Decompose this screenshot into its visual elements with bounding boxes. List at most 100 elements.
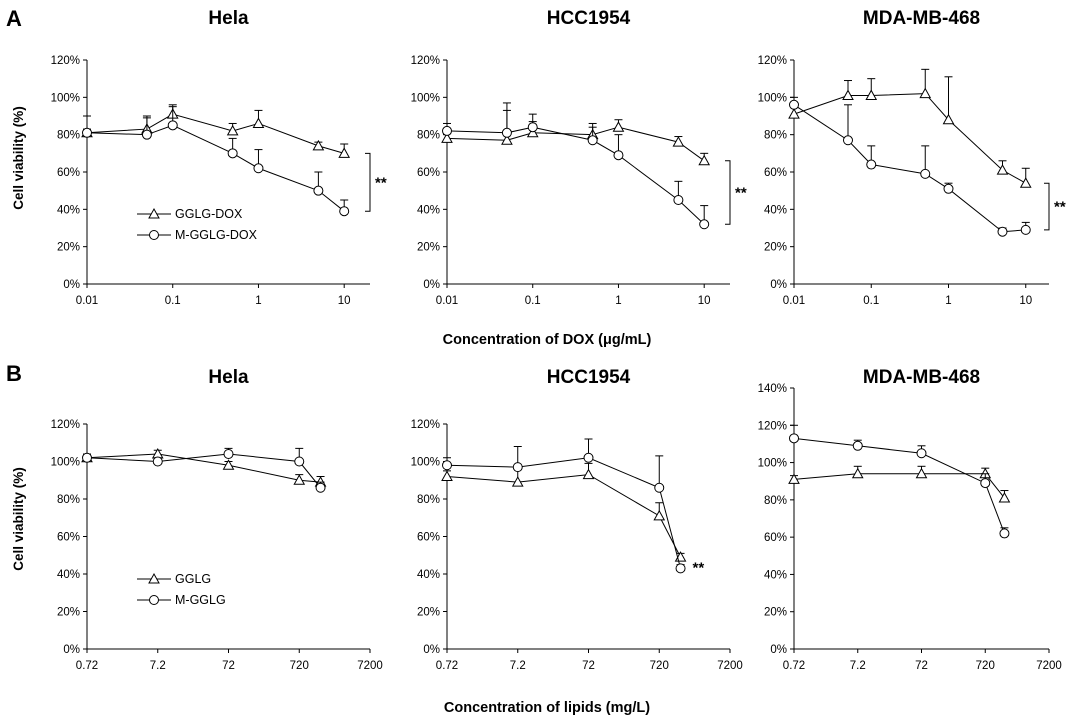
chart-b-mda-mb-468-gglg-point xyxy=(998,491,1011,503)
chart-b-hela-x-tick-label: 720 xyxy=(290,660,309,672)
chart-a-hela-y-tick-label: 20% xyxy=(57,242,80,254)
chart-b-hcc1954-x-tick-label: 7200 xyxy=(717,660,743,672)
chart-b-mda-mb-468-m-gglg-point xyxy=(916,448,927,459)
chart-a-mda-mb-468-significance-label: ** xyxy=(1054,199,1066,216)
chart-a-hcc1954-x-tick-label: 0.1 xyxy=(525,295,541,307)
chart-a-hcc1954-gglg-dox-point xyxy=(441,132,453,143)
legend-label-m-gglg-dox: M-GGLG-DOX xyxy=(175,228,258,242)
chart-a-hela-significance-bracket xyxy=(365,152,371,212)
chart-b-hela-x-tick-label: 0.72 xyxy=(76,660,98,672)
chart-a-mda-mb-468-y-tick-label: 40% xyxy=(764,204,787,216)
chart-a-hela-x-tick-label: 0.01 xyxy=(76,295,98,307)
chart-a-hcc1954-significance-label: ** xyxy=(735,185,747,202)
chart-a-hela-m-gglg-dox-point xyxy=(227,148,238,159)
chart-b-hcc1954-gglg-point xyxy=(511,476,524,487)
chart-b-hela-gglg-point xyxy=(293,474,306,485)
chart-a-hcc1954-m-gglg-dox-point xyxy=(442,125,452,136)
chart-a-mda-mb-468-y-tick-label: 60% xyxy=(764,167,787,179)
chart-a-mda-mb-468-gglg-dox-point xyxy=(842,89,854,100)
chart-a-mda-mb-468-y-tick-label: 100% xyxy=(758,92,787,104)
chart-b-mda-mb-468-y-tick-label: 120% xyxy=(758,420,787,432)
chart-a-hcc1954-m-gglg-dox-line xyxy=(446,126,705,225)
chart-a-hela-y-tick-label: 80% xyxy=(57,130,80,142)
chart-a-mda-mb-468-m-gglg-dox-point xyxy=(842,135,853,146)
chart-b-mda-mb-468-gglg-point xyxy=(788,473,800,484)
chart-a-hela-m-gglg-dox-point xyxy=(141,129,152,140)
chart-a-mda-mb-468-gglg-dox-point xyxy=(919,87,932,99)
chart-b-hela-m-gglg-point xyxy=(82,452,92,463)
chart-b-hcc1954-m-gglg-point xyxy=(512,462,523,473)
chart-b-hcc1954-x-tick-label: 72 xyxy=(582,660,595,672)
chart-a-hcc1954-m-gglg-dox-point xyxy=(501,127,512,138)
legend-label-gglg-dox: GGLG-DOX xyxy=(175,207,243,221)
chart-a-mda-mb-468-m-gglg-dox-point xyxy=(943,183,954,194)
chart-a-hcc1954-gglg-dox-point xyxy=(698,154,711,166)
chart-b-hcc1954-gglg-point xyxy=(441,470,453,481)
chart-a-hcc1954-m-gglg-dox-point xyxy=(673,195,684,205)
chart-a-hcc1954-significance-bracket xyxy=(725,160,731,225)
chart-b-mda-mb-468-m-gglg-point xyxy=(852,440,863,451)
legend-label-gglg: GGLG xyxy=(175,572,211,586)
legend-marker-gglg-dox xyxy=(148,207,160,219)
chart-a-mda-mb-468-title: MDA-MB-468 xyxy=(863,8,980,29)
chart-a-hela-title: Hela xyxy=(208,8,249,29)
chart-a-hela-m-gglg-dox-point xyxy=(313,185,324,196)
chart-b-hela-x-tick-label: 7.2 xyxy=(150,660,166,672)
chart-a-hcc1954-y-tick-label: 80% xyxy=(417,130,440,142)
chart-b-hela-m-gglg-point xyxy=(315,482,326,493)
chart-b-hela-x-tick-label: 72 xyxy=(222,660,235,672)
chart-b-mda-mb-468-m-gglg-line xyxy=(793,437,1005,534)
chart-a-mda-mb-468-m-gglg-dox-point xyxy=(997,226,1008,237)
chart-a-hela-m-gglg-dox-point xyxy=(82,127,92,138)
chart-b-mda-mb-468-y-tick-label: 100% xyxy=(758,458,787,470)
chart-a-mda-mb-468-gglg-dox-point xyxy=(1019,177,1032,188)
chart-a-mda-mb-468-y-tick-label: 0% xyxy=(770,279,787,291)
chart-a-hela-m-gglg-dox-line xyxy=(86,124,345,212)
chart-a-hcc1954-m-gglg-dox-point xyxy=(587,135,598,146)
chart-a-mda-mb-468-significance-bracket xyxy=(1044,182,1050,231)
chart-a-hela-x-tick-label: 10 xyxy=(338,295,351,307)
chart-a-mda-mb-468-gglg-dox-point xyxy=(788,108,800,119)
chart-a-hela-y-tick-label: 60% xyxy=(57,167,80,179)
chart-a-hela-x-tick-label: 1 xyxy=(255,295,261,307)
chart-b-hela-y-tick-label: 80% xyxy=(57,494,80,506)
chart-a-mda-mb-468-gglg-dox-point xyxy=(865,89,878,100)
chart-b-mda-mb-468-y-tick-label: 140% xyxy=(758,383,787,395)
legend-marker-gglg xyxy=(148,572,160,584)
chart-b-hcc1954-gglg-point xyxy=(653,509,666,521)
chart-a-hela-m-gglg-dox-point xyxy=(253,163,264,174)
chart-a-hcc1954-y-tick-label: 60% xyxy=(417,167,440,179)
chart-b-mda-mb-468-x-tick-label: 720 xyxy=(976,660,995,672)
chart-a-mda-mb-468-m-gglg-dox-point xyxy=(1020,224,1031,235)
chart-b-hela: Hela 0% 20% 40% 60% 80% 100% 120% 0.72 7.2 72 720 72… xyxy=(51,367,383,672)
chart-b-mda-mb-468-m-gglg-point xyxy=(999,528,1010,539)
panel-letter-a: A xyxy=(6,6,22,31)
legend-marker-m-gglg xyxy=(149,595,159,605)
chart-b-hcc1954-y-tick-label: 40% xyxy=(417,569,440,581)
chart-a-hcc1954-gglg-dox-point xyxy=(526,126,539,138)
chart-b-hcc1954-m-gglg-point xyxy=(442,460,452,471)
chart-a-mda-mb-468-y-tick-label: 20% xyxy=(764,242,787,254)
chart-a-mda-mb-468-x-tick-label: 10 xyxy=(1019,295,1032,307)
chart-b-hela-gglg-line xyxy=(86,453,321,483)
row-a-x-axis-label: Concentration of DOX (μg/mL) xyxy=(443,332,652,348)
row-b-x-axis-label: Concentration of lipids (mg/L) xyxy=(444,700,650,716)
chart-a-hcc1954-m-gglg-dox-point xyxy=(527,122,538,133)
chart-a-hela: Hela 0% 20% 40% 60% 80% 100% 120% 0.01 0.1 1 10 GGLG… xyxy=(51,8,387,307)
chart-a-hcc1954-m-gglg-dox-point xyxy=(613,150,624,161)
chart-b-mda-mb-468-y-tick-label: 40% xyxy=(764,569,787,581)
chart-b-hela-title: Hela xyxy=(208,367,249,388)
chart-b-hcc1954-y-tick-label: 0% xyxy=(423,644,440,656)
chart-b-hela-y-tick-label: 60% xyxy=(57,532,80,544)
chart-a-hela-m-gglg-dox-point xyxy=(339,206,350,217)
chart-b-hela-y-tick-label: 40% xyxy=(57,569,80,581)
chart-a-hela-y-tick-label: 40% xyxy=(57,204,80,216)
chart-b-hela-gglg-point xyxy=(222,459,235,470)
chart-a-hela-y-tick-label: 100% xyxy=(51,92,80,104)
chart-a-hela-gglg-dox-point xyxy=(312,139,325,151)
chart-b-hela-y-tick-label: 20% xyxy=(57,607,80,619)
chart-a-hcc1954-gglg-dox-point xyxy=(672,136,685,147)
chart-a-hcc1954-x-tick-label: 0.01 xyxy=(436,295,458,307)
chart-b-mda-mb-468-y-tick-label: 60% xyxy=(764,532,787,544)
